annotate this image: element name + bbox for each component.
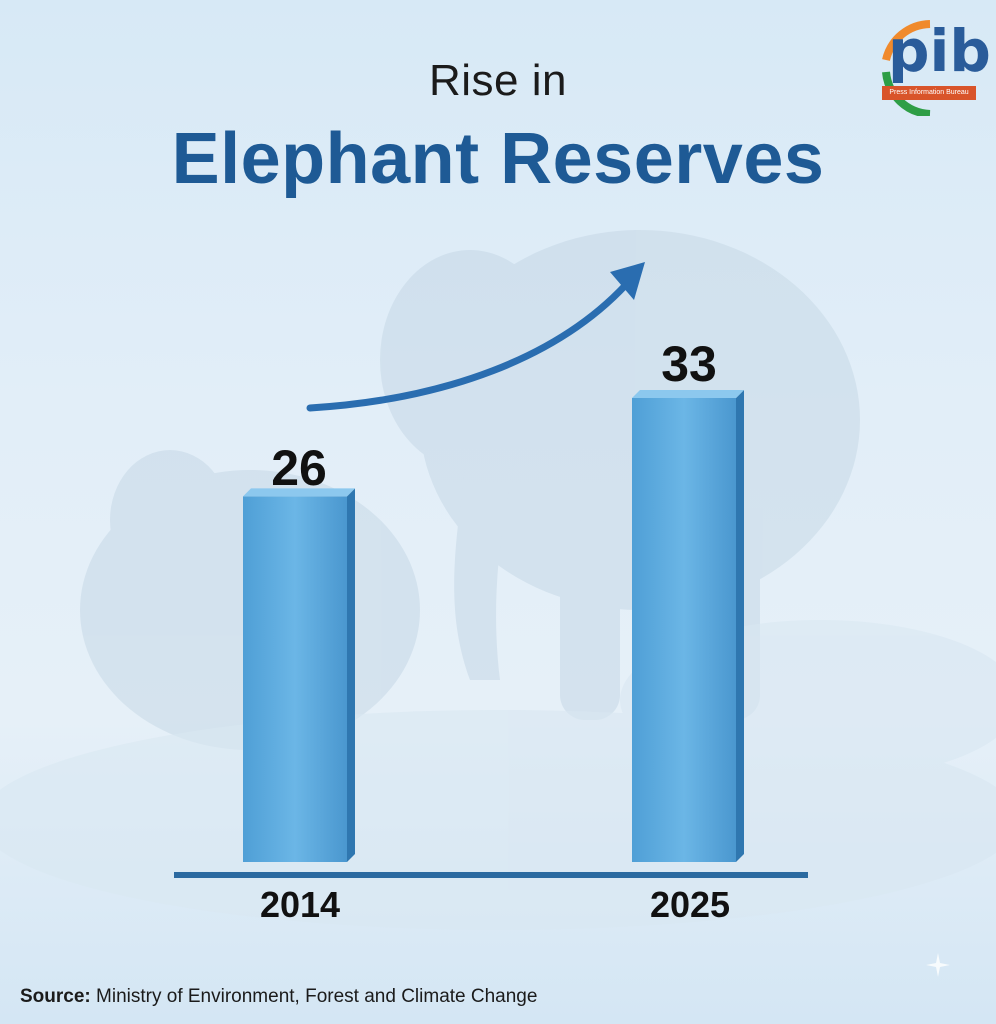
bar-side-2025 — [736, 390, 744, 862]
bar-top-2014 — [243, 488, 355, 497]
title-line-1: Rise in — [429, 56, 567, 105]
bar-2014 — [243, 488, 355, 862]
trend-arrow-head-icon — [610, 262, 645, 300]
source-note: Source: Ministry of Environment, Forest … — [20, 986, 537, 1008]
trend-arrow-icon — [306, 274, 636, 412]
bar-front-2025 — [632, 398, 736, 862]
bar-front-2014 — [243, 496, 347, 862]
logo-strip: Press Information Bureau — [882, 86, 976, 100]
pib-logo: pib Press Information Bureau — [876, 20, 991, 116]
bar-top-2025 — [632, 390, 744, 398]
category-label-2014: 2014 — [260, 884, 340, 925]
bar-side-2014 — [347, 488, 355, 862]
logo-text: pib — [888, 17, 991, 85]
title-line-2: Elephant Reserves — [171, 119, 825, 199]
category-label-2025: 2025 — [650, 884, 730, 925]
bar-2025 — [632, 390, 744, 862]
sparkle-icon — [926, 953, 950, 977]
source-label: Source: — [20, 986, 91, 1007]
value-label-2014: 26 — [271, 440, 327, 496]
source-text: Ministry of Environment, Forest and Clim… — [96, 986, 538, 1007]
value-label-2025: 33 — [661, 336, 717, 392]
